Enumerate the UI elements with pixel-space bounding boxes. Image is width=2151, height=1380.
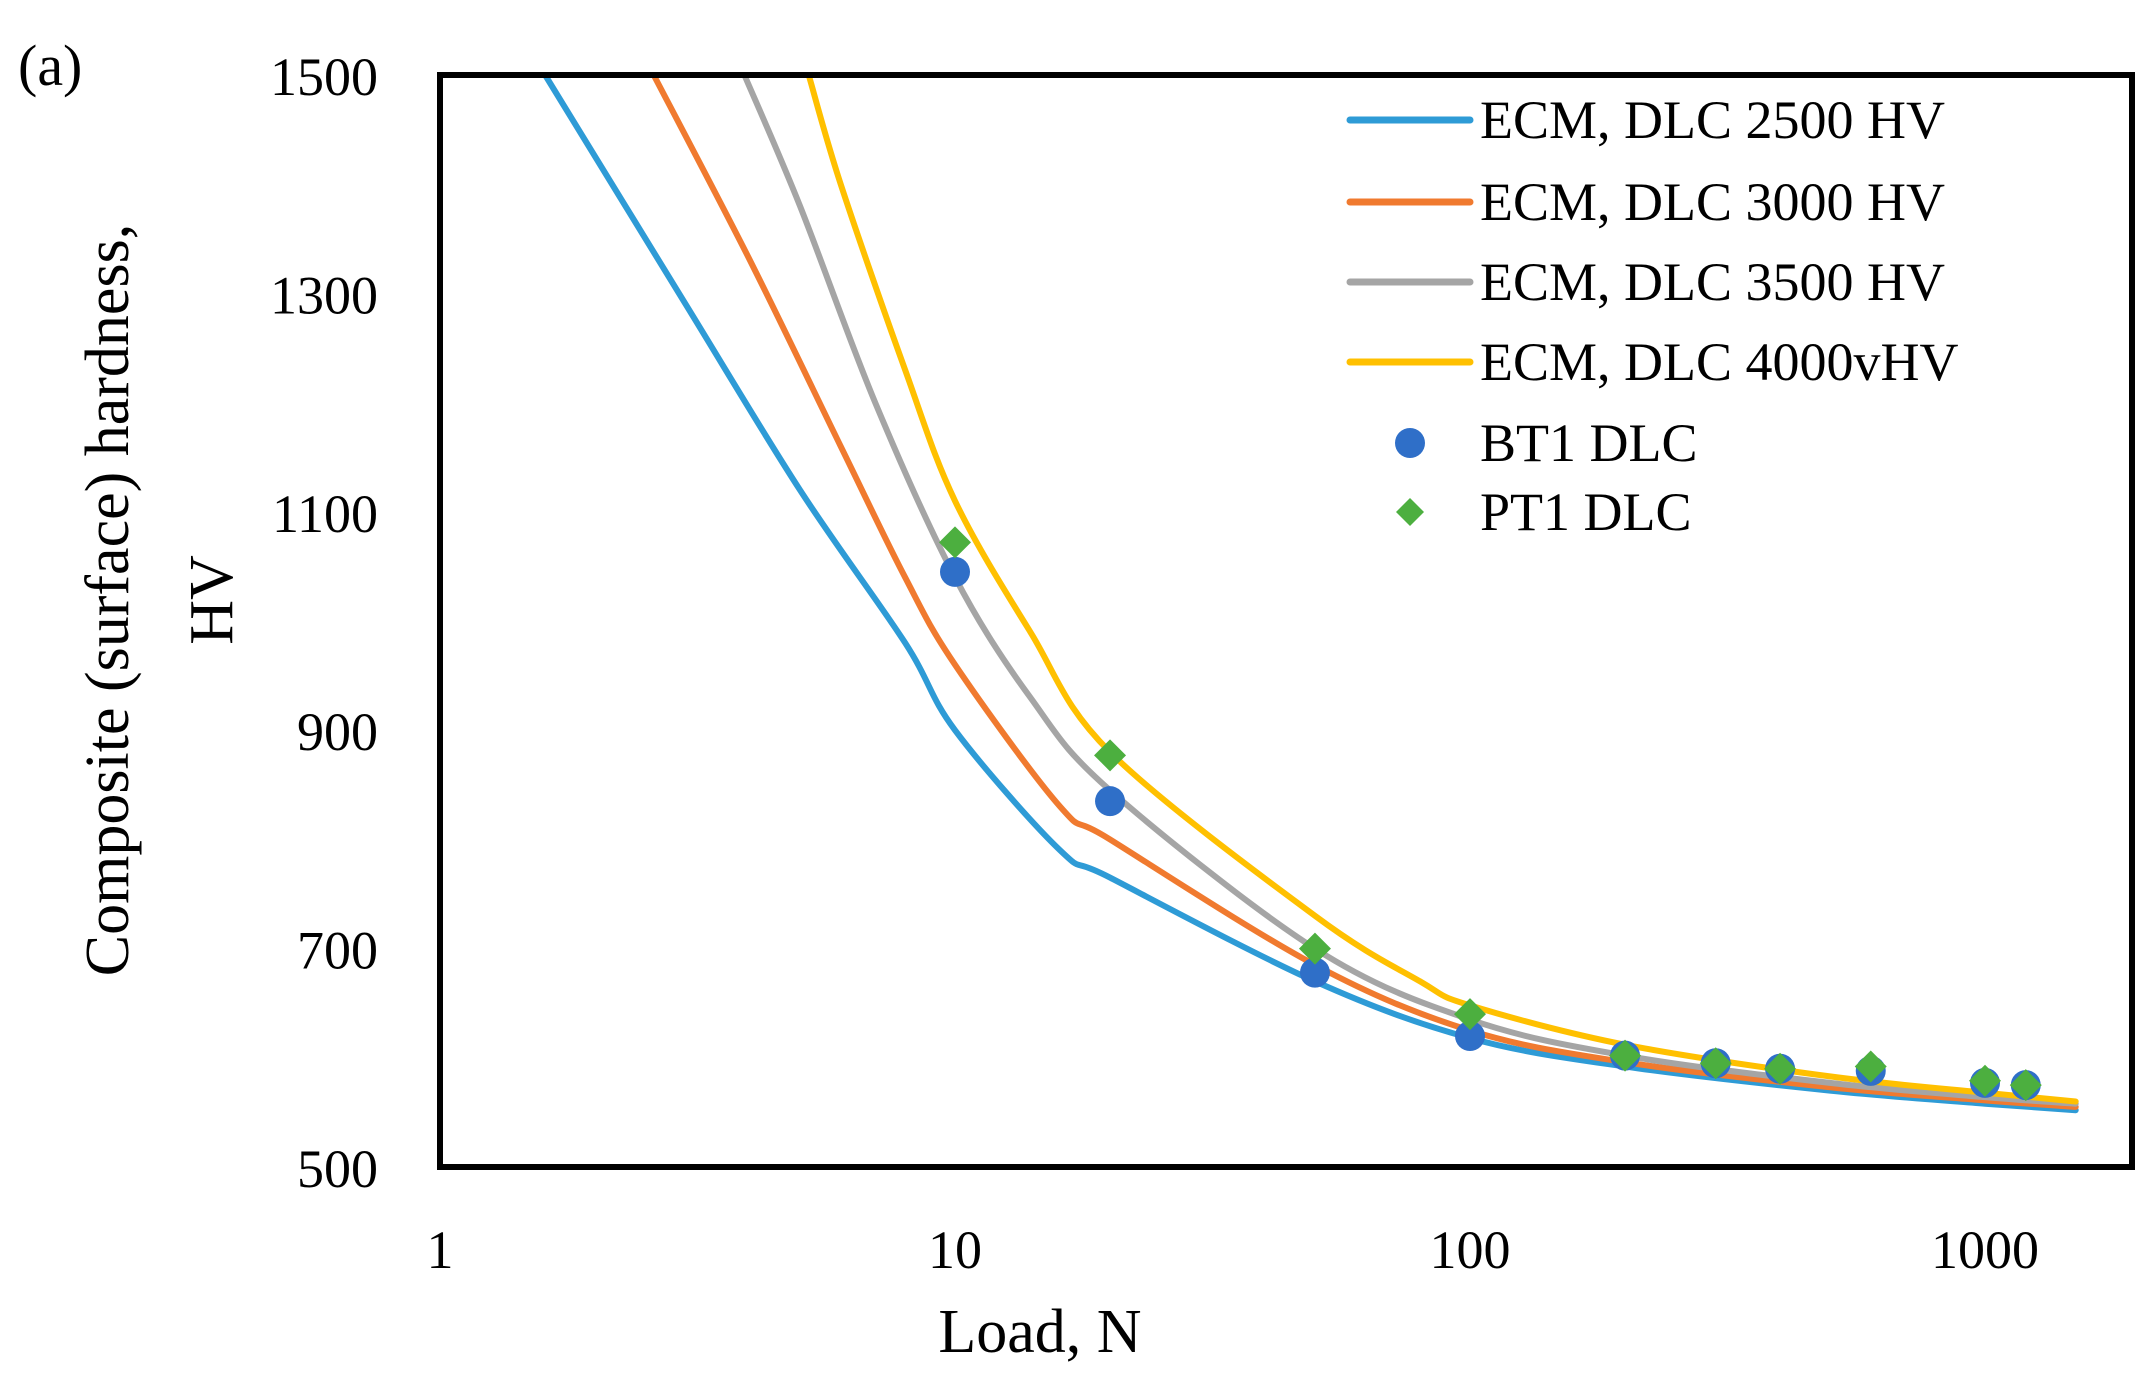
plot-lines [542, 72, 2079, 1114]
legend-swatch-bt1-dlc [1395, 428, 1425, 458]
panel-label: (a) [18, 33, 82, 98]
point-pt1-dlc [1094, 739, 1127, 772]
legend-label-ecm-dlc-2500-hv: ECM, DLC 2500 HV [1480, 90, 1945, 150]
y-tick-labels: 500 700 900 1100 1300 1500 [270, 47, 378, 1199]
point-pt1-dlc [1854, 1050, 1887, 1083]
point-pt1-dlc [1454, 998, 1486, 1031]
y-tick-label: 1300 [270, 265, 378, 325]
point-pt1-dlc [1764, 1052, 1797, 1085]
x-tick-labels: 1 10 100 1000 [427, 1220, 2040, 1280]
y-tick-label: 700 [297, 921, 378, 981]
point-pt1-dlc [1298, 932, 1331, 965]
x-axis-label: Load, N [938, 1298, 1141, 1366]
x-tick-label: 10 [928, 1220, 982, 1280]
point-pt1-dlc [1609, 1039, 1642, 1072]
y-axis-label: Composite (surface) hardness, HV [74, 224, 246, 976]
legend-label-ecm-dlc-3500-hv: ECM, DLC 3500 HV [1480, 252, 1945, 312]
y-tick-label: 1500 [270, 47, 378, 107]
x-tick-label: 100 [1430, 1220, 1511, 1280]
point-pt1-dlc [2009, 1069, 2042, 1102]
point-pt1-dlc [1699, 1047, 1732, 1080]
point-bt1-dlc [1299, 957, 1330, 988]
y-axis-label-line1: Composite (surface) hardness, [74, 224, 142, 976]
y-axis-label-line2: HV [178, 555, 246, 645]
point-pt1-dlc [939, 526, 971, 559]
y-tick-label: 500 [297, 1139, 378, 1199]
point-bt1-dlc [1095, 786, 1126, 817]
plot-frame [437, 72, 2135, 1170]
legend-label-bt1-dlc: BT1 DLC [1480, 413, 1698, 473]
series-line-ecm-dlc-3000-hv [650, 72, 2079, 1110]
point-bt1-dlc [1455, 1020, 1485, 1051]
legend-swatch-pt1-dlc [1396, 498, 1424, 526]
y-tick-label: 900 [297, 702, 378, 762]
plot-points [939, 526, 2042, 1102]
point-pt1-dlc [1969, 1064, 2001, 1097]
point-bt1-dlc [940, 556, 970, 587]
legend-label-ecm-dlc-3000-hv: ECM, DLC 3000 HV [1480, 172, 1945, 232]
y-tick-label: 1100 [272, 484, 378, 544]
legend-label-pt1-dlc: PT1 DLC [1480, 482, 1692, 542]
legend-label-ecm-dlc-4000vhv: ECM, DLC 4000vHV [1480, 332, 1959, 392]
x-tick-label: 1000 [1931, 1220, 2039, 1280]
series-line-ecm-dlc-4000vhv [805, 72, 2079, 1105]
series-line-ecm-dlc-2500-hv [542, 72, 2079, 1114]
x-tick-label: 1 [427, 1220, 454, 1280]
series-line-ecm-dlc-3500-hv [741, 72, 2079, 1107]
legend: ECM, DLC 2500 HV ECM, DLC 3000 HV ECM, DLC… [1346, 90, 1959, 542]
